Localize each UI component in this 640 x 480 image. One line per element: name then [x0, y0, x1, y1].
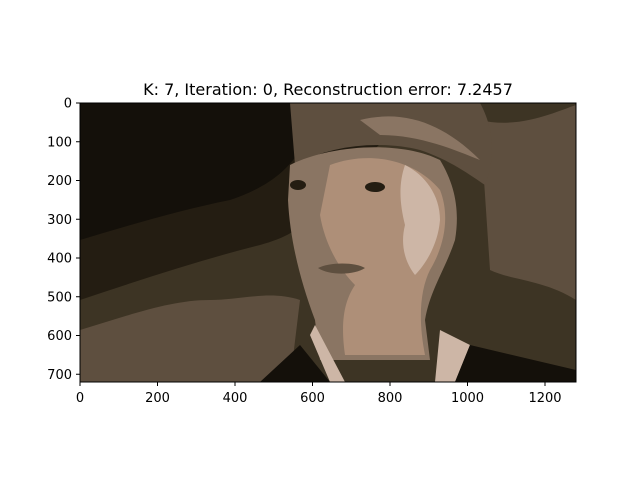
x-axis: 0 200 400 600 800 1000 1200 — [76, 382, 562, 406]
y-tick-label: 400 — [47, 252, 72, 267]
y-tick-label: 500 — [47, 290, 72, 305]
x-tick-label: 800 — [378, 391, 403, 406]
cluster-region-eye-left — [290, 180, 306, 190]
cluster-region-shirt — [260, 345, 576, 382]
x-tick-label: 400 — [223, 391, 248, 406]
plot-area — [79, 102, 577, 383]
cluster-region-3b — [480, 105, 576, 300]
y-tick-label: 700 — [47, 368, 72, 383]
cluster-region-collar — [310, 325, 470, 382]
cluster-region-eye-right — [365, 182, 385, 192]
cluster-region-hair — [290, 103, 492, 185]
y-tick-label: 200 — [47, 174, 72, 189]
x-tick-label: 1000 — [451, 391, 484, 406]
quantized-image — [80, 103, 576, 382]
cluster-region-3 — [80, 295, 300, 382]
x-tick-label: 200 — [145, 391, 170, 406]
y-axis: 0 100 200 300 400 500 600 700 — [47, 97, 80, 383]
x-tick-label: 600 — [300, 391, 325, 406]
plot-frame — [79, 102, 577, 383]
cluster-region-mouth — [318, 263, 365, 274]
y-tick-label: 100 — [47, 135, 72, 150]
y-tick-label: 300 — [47, 213, 72, 228]
cluster-region-hair-hi — [360, 116, 480, 160]
y-tick-label: 0 — [64, 97, 72, 112]
y-tick-label: 600 — [47, 329, 72, 344]
cluster-region-highlight — [400, 165, 440, 275]
x-tick-label: 0 — [76, 391, 84, 406]
chart-title: K: 7, Iteration: 0, Reconstruction error… — [143, 80, 513, 99]
x-tick-label: 1200 — [528, 391, 561, 406]
